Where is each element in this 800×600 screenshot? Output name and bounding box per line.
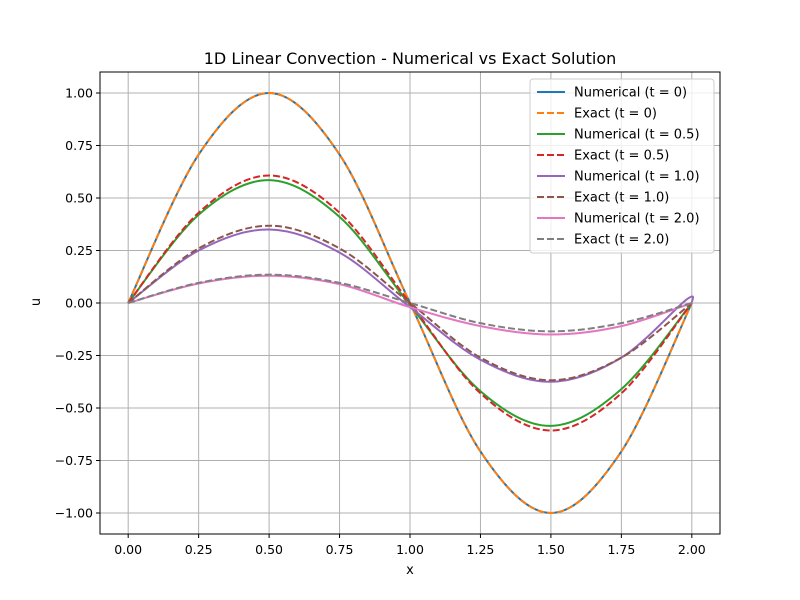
- x-tick-label: 1.50: [537, 542, 565, 557]
- x-tick-label: 0.50: [255, 542, 283, 557]
- series-layer: [127, 91, 695, 515]
- series-line-5: [127, 224, 693, 382]
- legend-entry: Numerical (t = 1.0): [574, 170, 700, 185]
- legend-entry: Exact (t = 1.0): [574, 191, 669, 206]
- y-tick-label: −0.50: [55, 401, 93, 416]
- x-tick-label: 0.75: [326, 542, 354, 557]
- x-tick-label: 1.25: [467, 542, 495, 557]
- series-line-7: [127, 273, 693, 333]
- x-tick-label: 1.75: [607, 542, 635, 557]
- chart-title: 1D Linear Convection - Numerical vs Exac…: [204, 49, 617, 68]
- y-tick-label: 1.00: [65, 86, 93, 101]
- y-tick-label: 0.00: [65, 296, 93, 311]
- x-axis-label: x: [406, 563, 414, 578]
- x-tick-label: 0.25: [185, 542, 213, 557]
- legend-entry: Exact (t = 2.0): [574, 233, 669, 248]
- y-tick-label: 0.50: [65, 191, 93, 206]
- y-tick-label: 0.75: [65, 138, 93, 153]
- x-tick-label: 2.00: [678, 542, 706, 557]
- y-axis-label: u: [29, 298, 44, 306]
- y-tick-label: −0.75: [55, 453, 93, 468]
- series-line-4: [127, 228, 695, 383]
- y-tick-label: −0.25: [55, 348, 93, 363]
- y-tick-label: 0.25: [65, 243, 93, 258]
- y-tick-label: −1.00: [55, 506, 93, 521]
- series-line-3: [127, 174, 693, 432]
- series-line-2: [127, 179, 693, 427]
- x-tick-label: 1.00: [396, 542, 424, 557]
- x-axis: 0.00 0.25 0.50 0.75 1.00 1.25 1.50 1.75 2.00: [114, 534, 706, 557]
- legend-entry: Numerical (t = 2.0): [574, 212, 700, 227]
- legend-entry: Exact (t = 0): [574, 107, 657, 122]
- x-tick-label: 0.00: [114, 542, 142, 557]
- legend: Numerical (t = 0) Exact (t = 0) Numerical …: [529, 78, 715, 254]
- legend-entry: Exact (t = 0.5): [574, 149, 669, 164]
- legend-entry: Numerical (t = 0): [574, 86, 687, 101]
- legend-entry: Numerical (t = 0.5): [574, 128, 700, 143]
- legend-box: [529, 78, 715, 254]
- y-axis: −1.00 −0.75 −0.50 −0.25 0.00 0.25 0.50 0.75 1.00: [55, 86, 100, 521]
